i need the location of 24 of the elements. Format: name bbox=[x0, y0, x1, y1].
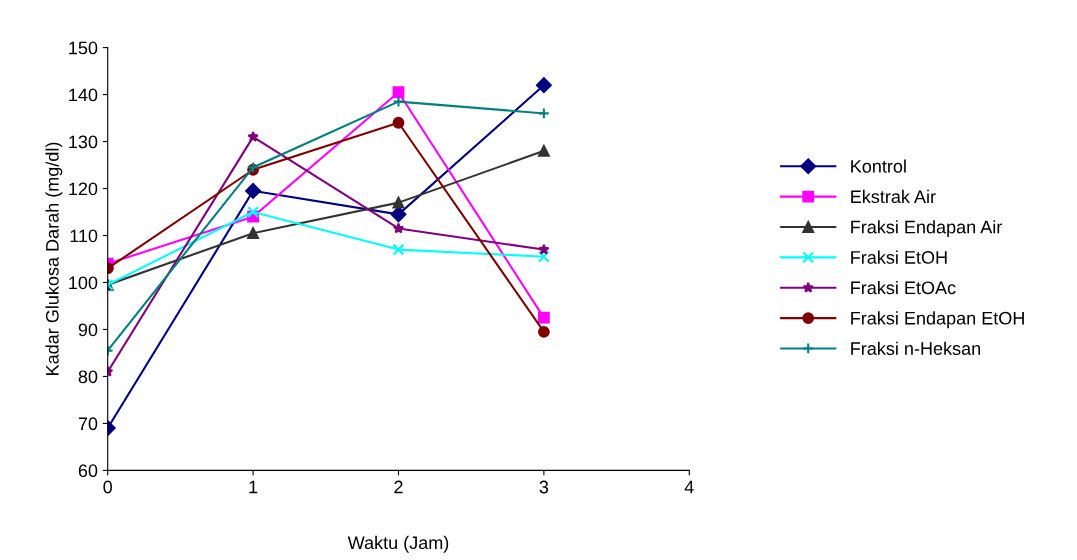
y-tick-label: 150 bbox=[69, 41, 98, 55]
y-tick-label: 90 bbox=[78, 323, 98, 337]
legend-label: Kontrol bbox=[851, 159, 906, 173]
y-tick-label: 70 bbox=[78, 417, 98, 431]
x-tick-label: 3 bbox=[539, 480, 549, 494]
y-tick-label: 120 bbox=[69, 182, 98, 196]
y-tick-label: 80 bbox=[78, 370, 98, 384]
y-tick-label: 100 bbox=[69, 276, 98, 290]
y-tick-label: 110 bbox=[70, 229, 98, 243]
x-tick-label: 1 bbox=[249, 480, 258, 494]
x-axis-title: Waktu (Jam) bbox=[347, 535, 449, 553]
x-tick-label: 4 bbox=[684, 480, 694, 494]
y-tick-label: 130 bbox=[69, 135, 98, 149]
y-axis-title: Kadar Glukosa Darah (mg/dl) bbox=[45, 142, 63, 375]
y-tick-label: 60 bbox=[78, 464, 98, 478]
x-tick-label: 2 bbox=[394, 480, 403, 494]
legend-label: Ekstrak Air bbox=[851, 189, 936, 204]
y-tick-label: 140 bbox=[69, 88, 98, 102]
legend-label: Fraksi Endapan Air bbox=[851, 220, 1002, 238]
legend-label: Fraksi EtOAc bbox=[851, 280, 956, 295]
legend-label: Fraksi EtOH bbox=[851, 250, 947, 264]
x-tick-label: 0 bbox=[103, 480, 113, 494]
legend-label: Fraksi Endapan EtOH bbox=[851, 311, 1024, 329]
legend-label: Fraksi n-Heksan bbox=[851, 341, 981, 355]
